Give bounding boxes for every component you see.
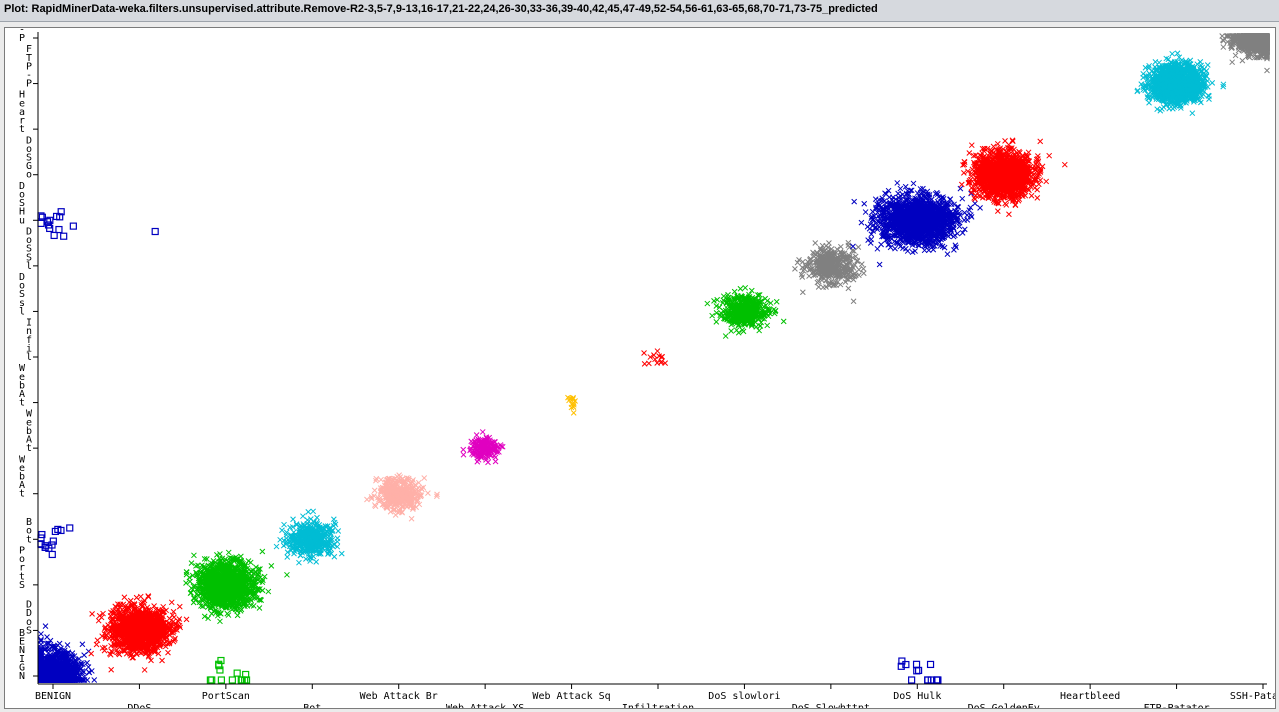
series-web-attack-sq-as-web-attack-sq — [565, 394, 578, 416]
x-tick-label: SSH-Patator — [1230, 691, 1275, 702]
y-tick-label: SSH-P — [19, 28, 25, 44]
series-bot-as-bot — [273, 508, 345, 566]
x-tick-label: FTP-Patator — [1143, 703, 1209, 708]
series-ddos-as-dos-hulk — [151, 227, 159, 236]
series-ddos-as-ddos — [88, 593, 190, 673]
x-tick-label: BENIGN — [35, 691, 71, 702]
series-dos-slowlori-as-dos-slowlori — [704, 284, 787, 339]
data-points — [37, 33, 1270, 684]
series-portscan-as-portscan — [183, 548, 290, 625]
series-infiltration-as-infiltration — [641, 348, 669, 367]
x-tick-label: DoS GoldenEy — [968, 703, 1040, 708]
x-tick-label: Heartbleed — [1060, 691, 1120, 702]
series-web-attack-br-as-web-attack-br — [364, 472, 440, 522]
series-portscan-as-benign — [206, 656, 251, 684]
x-tick-label: DoS Slowhttpt — [792, 703, 870, 708]
series-benign-as-bot — [37, 524, 74, 559]
series-ftp-patator-as-ftp-patator — [1134, 50, 1227, 117]
series-dos-slowhttpt-as-dos-slowhttpt — [792, 239, 867, 305]
window-title: Plot: RapidMinerData-weka.filters.unsupe… — [4, 3, 878, 15]
series-dos-goldeney-as-dos-goldeney — [958, 137, 1068, 218]
x-tick-label: Web Attack Sq — [532, 691, 610, 702]
x-tick-label: DoS Hulk — [893, 691, 941, 702]
series-benign-as-dos-hulk — [37, 208, 77, 240]
x-tick-label: Infiltration — [622, 703, 694, 708]
x-tick-label: Web Attack Br — [360, 691, 438, 702]
y-tick-label: F T P -P — [26, 44, 32, 89]
window-title-bar: Plot: RapidMinerData-weka.filters.unsupe… — [0, 0, 1279, 22]
x-tick-label: PortScan — [202, 691, 250, 702]
series-dos-hulk-as-benign — [897, 657, 942, 684]
series-dos-hulk-as-dos-hulk — [850, 180, 983, 268]
series-benign-as-benign — [38, 623, 98, 683]
series-ssh-patator-as-ssh-patator — [1219, 33, 1270, 74]
series-web-attack-xs-as-web-attack-xs — [460, 429, 506, 466]
x-tick-label: Web Attack XS — [446, 703, 524, 708]
x-tick-label: DoS slowlori — [708, 691, 780, 702]
x-tick-label: Bot — [303, 703, 321, 708]
